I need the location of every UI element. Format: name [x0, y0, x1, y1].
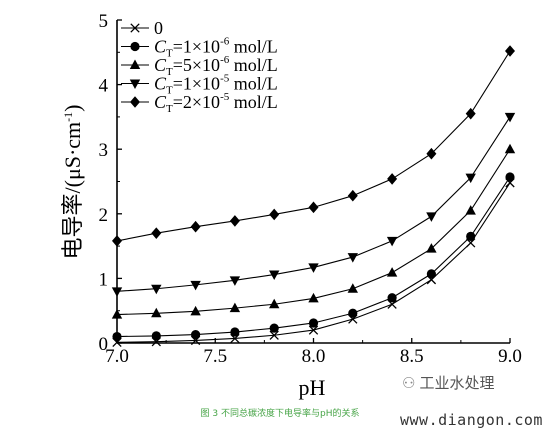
x-tick-label: 7.5	[203, 346, 227, 367]
data-point	[387, 299, 397, 309]
data-point	[269, 298, 280, 309]
y-axis-title: 电导率/(μS·cm-1)	[60, 104, 85, 259]
legend-label: CT=1×10-6 mol/L	[154, 36, 278, 60]
legend-item-2: CT=5×10-6 mol/L	[121, 54, 278, 78]
data-point	[308, 201, 319, 214]
data-point	[504, 143, 516, 154]
data-point	[190, 220, 201, 233]
data-point	[466, 238, 476, 248]
y-tick-label: 4	[99, 76, 109, 97]
y-tick-label: 0	[99, 334, 109, 355]
x-axis-title: pH	[299, 375, 326, 400]
data-point	[465, 205, 476, 215]
data-point	[465, 107, 476, 120]
data-point	[426, 243, 437, 253]
data-point	[230, 333, 240, 344]
data-point	[269, 330, 279, 340]
x-tick-label: 8.5	[400, 346, 424, 367]
data-point	[229, 302, 241, 313]
data-point	[386, 267, 398, 277]
legend-item-0: 0	[121, 18, 163, 38]
legend-marker	[130, 41, 140, 52]
data-point	[466, 231, 476, 242]
data-point	[426, 147, 437, 160]
y-tick-label: 2	[99, 205, 109, 226]
legend-marker	[129, 59, 141, 69]
x-tick-label: 7.0	[105, 346, 129, 367]
x-tick-label: 8.0	[302, 346, 326, 367]
data-point	[504, 112, 516, 123]
data-point	[347, 253, 358, 263]
x-tick-label: 9.0	[498, 346, 522, 367]
y-tick-label: 3	[99, 140, 109, 161]
legend-item-3: CT=1×10-5 mol/L	[121, 73, 278, 97]
y-tick-label: 1	[99, 269, 109, 290]
data-point	[308, 325, 319, 335]
data-point	[151, 331, 161, 341]
data-point	[190, 305, 201, 316]
wechat-icon: ⚇	[402, 374, 416, 392]
legend-marker	[130, 96, 140, 108]
plot-area	[111, 45, 516, 348]
data-point	[191, 330, 201, 340]
site-watermark: www.diangon.com	[400, 411, 543, 429]
series-2	[111, 143, 516, 319]
data-point	[308, 318, 319, 328]
legend-label: 0	[154, 18, 163, 38]
data-point	[348, 308, 358, 318]
data-point	[426, 269, 436, 279]
legend: 0CT=1×10-6 mol/LCT=5×10-6 mol/LCT=1×10-5…	[121, 18, 278, 115]
series-3	[111, 112, 516, 297]
data-point	[505, 172, 515, 182]
legend-label: CT=5×10-6 mol/L	[154, 54, 278, 78]
axes: 7.0 7.5 8.0 8.5 9.0 0 1 2 3 4 5	[99, 11, 522, 367]
data-point	[308, 263, 319, 273]
legend-marker	[130, 23, 140, 33]
data-point	[151, 284, 162, 295]
data-point	[151, 227, 162, 239]
data-point	[269, 323, 279, 333]
data-point	[230, 327, 240, 337]
data-point	[229, 215, 240, 227]
data-point	[151, 307, 162, 318]
data-point	[386, 236, 398, 247]
data-point	[269, 270, 280, 281]
watermark-text: 工业水处理	[419, 374, 495, 392]
data-point	[347, 283, 358, 293]
data-point	[387, 173, 398, 185]
data-point	[190, 280, 201, 291]
data-point	[269, 208, 280, 221]
data-point	[426, 212, 437, 222]
legend-marker	[129, 79, 141, 89]
figure-caption: 图 3 不同总碳浓度下电导率与pH的关系	[200, 409, 360, 419]
data-point	[308, 292, 319, 303]
legend-label: CT=1×10-5 mol/L	[154, 73, 278, 97]
series-1	[112, 172, 515, 342]
y-tick-label: 5	[99, 11, 109, 32]
data-point	[347, 189, 358, 202]
series-4	[112, 45, 515, 247]
data-point	[505, 45, 515, 57]
data-point	[387, 293, 397, 303]
data-point	[465, 173, 476, 184]
data-point	[229, 276, 241, 286]
legend-label: CT=2×10-5 mol/L	[154, 91, 278, 115]
series-line	[116, 148, 511, 316]
watermark: ⚇ 工业水处理	[402, 372, 494, 393]
legend-item-4: CT=2×10-5 mol/L	[121, 91, 278, 115]
legend-item-1: CT=1×10-6 mol/L	[121, 36, 278, 60]
